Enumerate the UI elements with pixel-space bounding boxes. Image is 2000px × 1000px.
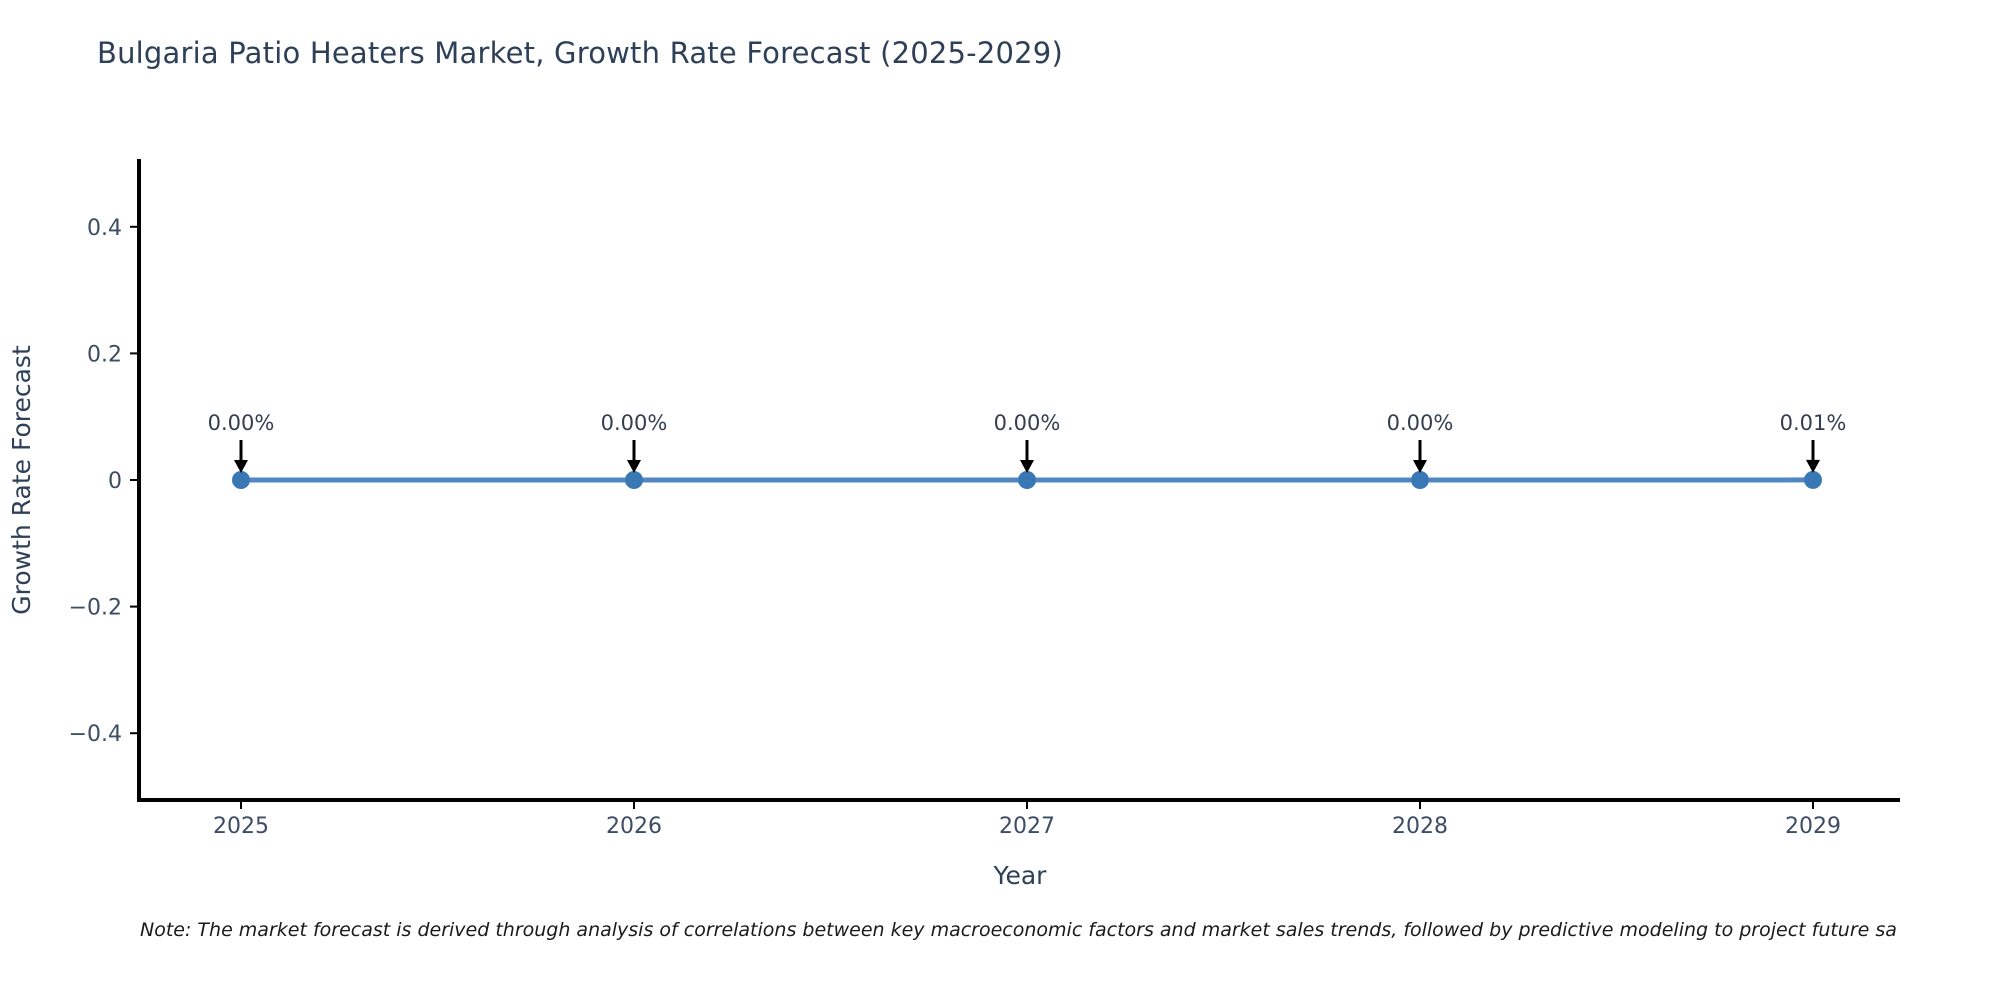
annotation-arrow-head	[1413, 460, 1427, 473]
footnote: Note: The market forecast is derived thr…	[140, 919, 1897, 941]
point-label-2025: 0.00%	[208, 411, 275, 435]
annotation-arrow-head	[234, 460, 248, 473]
point-label-2029: 0.01%	[1780, 411, 1847, 435]
y-tick-label: −0.4	[69, 722, 122, 747]
data-point-2026	[625, 471, 643, 489]
chart-title: Bulgaria Patio Heaters Market, Growth Ra…	[97, 36, 1063, 70]
y-tick-label: 0.2	[87, 342, 122, 367]
point-label-2027: 0.00%	[994, 411, 1061, 435]
x-tick-label: 2028	[1392, 814, 1448, 839]
data-point-2025	[232, 471, 250, 489]
data-point-2028	[1411, 471, 1429, 489]
x-tick-label: 2029	[1785, 814, 1841, 839]
y-axis-title: Growth Rate Forecast	[7, 345, 36, 615]
x-tick-label: 2026	[606, 814, 662, 839]
y-tick-label: −0.2	[69, 596, 122, 621]
point-label-2028: 0.00%	[1387, 411, 1454, 435]
x-tick-label: 2025	[213, 814, 269, 839]
y-tick-label: 0.4	[87, 216, 122, 241]
annotation-arrow-head	[627, 460, 641, 473]
data-point-2027	[1018, 471, 1036, 489]
x-tick-label: 2027	[999, 814, 1055, 839]
y-tick-label: 0	[108, 469, 122, 494]
point-label-2026: 0.00%	[601, 411, 668, 435]
annotation-arrow-head	[1806, 459, 1820, 473]
x-axis-title: Year	[993, 861, 1048, 890]
annotation-arrow-head	[1020, 460, 1034, 473]
data-point-2029	[1804, 470, 1822, 489]
